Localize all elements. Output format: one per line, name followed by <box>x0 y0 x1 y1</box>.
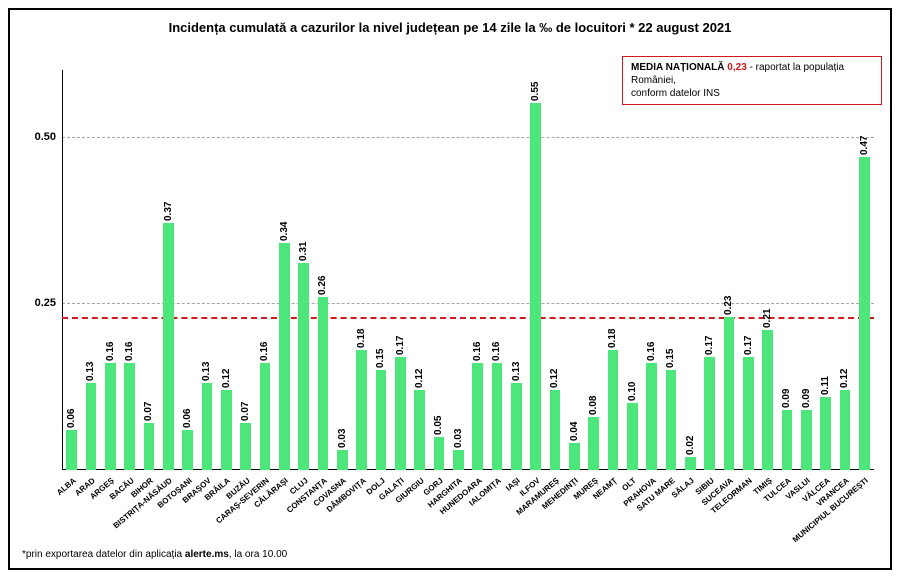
bar <box>414 390 425 470</box>
bar-value-label: 0.04 <box>569 422 580 441</box>
bar <box>298 263 309 470</box>
bar-value-label: 0.26 <box>317 275 328 294</box>
bar-value-label: 0.06 <box>66 409 77 428</box>
bar <box>859 157 870 470</box>
bar <box>782 410 793 470</box>
bar <box>434 437 445 470</box>
bar-value-label: 0.17 <box>395 335 406 354</box>
bar <box>646 363 657 470</box>
bar <box>492 363 503 470</box>
bar <box>762 330 773 470</box>
bar-value-label: 0.15 <box>375 349 386 368</box>
bar <box>724 317 735 470</box>
bar-value-label: 0.13 <box>511 362 522 381</box>
y-axis <box>62 70 63 470</box>
bar <box>182 430 193 470</box>
bar-value-label: 0.03 <box>337 429 348 448</box>
bar <box>395 357 406 470</box>
bar-value-label: 0.16 <box>105 342 116 361</box>
bar-value-label: 0.07 <box>143 402 154 421</box>
bar-value-label: 0.07 <box>240 402 251 421</box>
bar-value-label: 0.37 <box>163 202 174 221</box>
bar <box>279 243 290 470</box>
bar <box>550 390 561 470</box>
bar <box>124 363 135 470</box>
bar-value-label: 0.55 <box>530 82 541 101</box>
bar-value-label: 0.05 <box>433 415 444 434</box>
footnote: *prin exportarea datelor din aplicația a… <box>22 549 287 560</box>
reference-line <box>62 317 874 319</box>
bar-value-label: 0.15 <box>665 349 676 368</box>
bar <box>685 457 696 470</box>
bar <box>144 423 155 470</box>
ytick-label: 0.25 <box>16 297 56 309</box>
bar-value-label: 0.21 <box>762 309 773 328</box>
bar <box>376 370 387 470</box>
bar-value-label: 0.02 <box>685 435 696 454</box>
bar-value-label: 0.16 <box>491 342 502 361</box>
bar <box>704 357 715 470</box>
bar <box>472 363 483 470</box>
bar-value-label: 0.09 <box>801 389 812 408</box>
bar-value-label: 0.16 <box>646 342 657 361</box>
gridline <box>62 303 874 304</box>
bar <box>840 390 851 470</box>
bar <box>221 390 232 470</box>
bar-value-label: 0.09 <box>781 389 792 408</box>
bar-value-label: 0.23 <box>723 295 734 314</box>
bar <box>511 383 522 470</box>
bar <box>588 417 599 470</box>
bar <box>743 357 754 470</box>
bar <box>569 443 580 470</box>
bar <box>202 383 213 470</box>
bar-value-label: 0.16 <box>124 342 135 361</box>
bar <box>453 450 464 470</box>
bar-value-label: 0.31 <box>298 242 309 261</box>
bar-value-label: 0.47 <box>859 135 870 154</box>
bar <box>820 397 831 470</box>
bar-value-label: 0.17 <box>704 335 715 354</box>
bar-value-label: 0.13 <box>201 362 212 381</box>
bar-value-label: 0.16 <box>259 342 270 361</box>
bar-value-label: 0.12 <box>414 369 425 388</box>
bar <box>260 363 271 470</box>
bar-value-label: 0.18 <box>356 329 367 348</box>
bar <box>318 297 329 470</box>
bar-value-label: 0.10 <box>627 382 638 401</box>
bar <box>530 103 541 470</box>
bar <box>356 350 367 470</box>
bar <box>86 383 97 470</box>
category-label: ALBA <box>55 476 78 497</box>
ytick-label: 0.50 <box>16 131 56 143</box>
bar-value-label: 0.13 <box>85 362 96 381</box>
bar <box>337 450 348 470</box>
bar-value-label: 0.08 <box>588 395 599 414</box>
bar-value-label: 0.03 <box>453 429 464 448</box>
bar <box>666 370 677 470</box>
bar <box>163 223 174 470</box>
bar <box>66 430 77 470</box>
bar-value-label: 0.12 <box>549 369 560 388</box>
plot-area: 0.250.500.06ALBA0.13ARAD0.16ARGEȘ0.16BAC… <box>62 70 874 470</box>
bar-value-label: 0.11 <box>820 376 831 395</box>
bar <box>240 423 251 470</box>
bar <box>627 403 638 470</box>
bar <box>801 410 812 470</box>
bar-value-label: 0.12 <box>839 369 850 388</box>
bar-value-label: 0.16 <box>472 342 483 361</box>
bar-value-label: 0.06 <box>182 409 193 428</box>
bar-value-label: 0.17 <box>743 335 754 354</box>
gridline <box>62 137 874 138</box>
bar-value-label: 0.12 <box>221 369 232 388</box>
bar <box>608 350 619 470</box>
bar <box>105 363 116 470</box>
bar-value-label: 0.34 <box>279 222 290 241</box>
chart-frame: Incidența cumulată a cazurilor la nivel … <box>8 8 892 570</box>
bar-value-label: 0.18 <box>607 329 618 348</box>
chart-title: Incidența cumulată a cazurilor la nivel … <box>10 20 890 35</box>
